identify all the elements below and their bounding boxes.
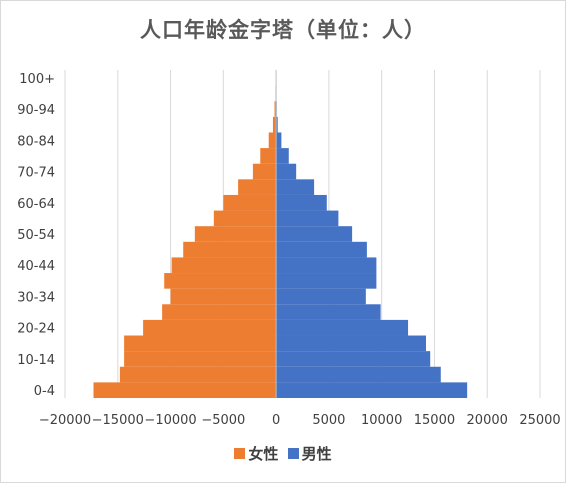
bar-male: [276, 241, 367, 258]
chart-legend: 女性 男性: [0, 443, 566, 464]
bar-female: [238, 179, 277, 195]
bar-male: [276, 273, 377, 289]
x-tick-label: 25000: [519, 413, 560, 428]
x-tick-label: 10000: [361, 413, 402, 428]
legend-label-male: 男性: [301, 445, 332, 463]
bar-female: [119, 366, 277, 383]
chart-title: 人口年龄金字塔（单位：人）: [140, 17, 426, 42]
x-tick-label: 15000: [414, 413, 455, 428]
bar-male: [276, 163, 297, 180]
bar-female: [183, 241, 277, 258]
bar-female: [213, 210, 277, 227]
bar-female: [223, 194, 277, 211]
y-tick-label: 70-74: [17, 166, 55, 181]
bar-male: [276, 226, 353, 242]
y-tick-label: 40-44: [17, 259, 55, 274]
y-tick-label: 50-54: [17, 228, 55, 243]
bar-male: [276, 132, 282, 149]
bar-male: [276, 335, 426, 352]
bar-female: [93, 382, 277, 398]
bar-female: [162, 304, 277, 320]
legend-label-female: 女性: [248, 445, 279, 463]
legend-swatch-male: [287, 448, 299, 459]
x-tick-label: 20000: [467, 413, 508, 428]
x-tick-label: −10000: [144, 413, 196, 428]
bar-female: [164, 273, 277, 289]
legend-item-female: 女性: [234, 443, 278, 464]
bar-male: [276, 148, 289, 164]
x-tick-label: 0: [272, 413, 280, 428]
x-tick-label: −5000: [201, 413, 245, 428]
y-tick-label: 20-24: [17, 322, 55, 337]
legend-item-male: 男性: [287, 443, 332, 464]
bar-male: [276, 366, 441, 383]
x-tick-label: −15000: [92, 413, 144, 428]
y-tick-label: 90-94: [17, 103, 55, 118]
bar-female: [124, 335, 277, 352]
bar-male: [276, 194, 327, 211]
bar-female: [252, 163, 277, 180]
bar-male: [276, 319, 409, 336]
bar-female: [124, 351, 277, 367]
bar-male: [276, 116, 278, 133]
y-tick-label: 100+: [19, 72, 55, 87]
bar-female: [272, 116, 277, 133]
bar-female: [170, 288, 277, 305]
y-tick-label: 10-14: [17, 353, 55, 368]
legend-swatch-female: [234, 448, 246, 459]
bar-male: [276, 179, 315, 195]
bar-female: [143, 319, 277, 336]
bar-female: [194, 226, 277, 242]
y-tick-label: 0-4: [34, 384, 55, 399]
bar-female: [268, 132, 277, 149]
bar-female: [274, 101, 277, 117]
bar-male: [276, 210, 339, 227]
bar-female: [171, 257, 277, 274]
bar-male: [276, 257, 377, 274]
y-tick-label: 30-34: [17, 290, 55, 305]
bar-female: [260, 148, 277, 164]
y-tick-label: 60-64: [17, 197, 55, 212]
bar-male: [276, 351, 431, 367]
y-tick-label: 80-84: [17, 134, 55, 149]
bar-male: [276, 304, 381, 320]
bar-male: [276, 382, 468, 398]
x-tick-label: 5000: [312, 413, 345, 428]
x-tick-label: −20000: [39, 413, 91, 428]
bar-male: [276, 288, 366, 305]
